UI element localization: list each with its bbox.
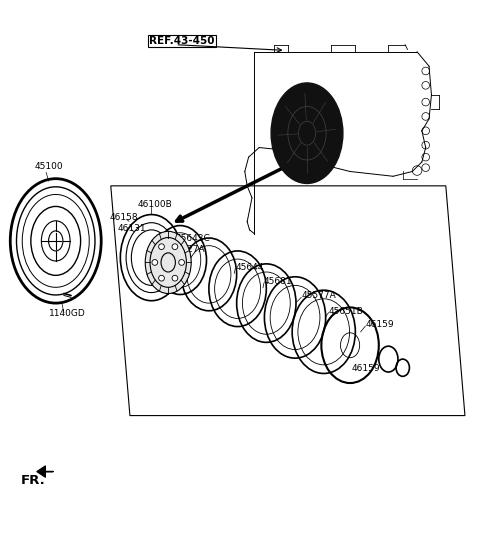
Text: 45527A: 45527A: [170, 244, 205, 254]
Text: 46159: 46159: [365, 320, 394, 329]
Circle shape: [172, 244, 178, 250]
Text: 46131: 46131: [118, 224, 146, 233]
Text: REF.43-450: REF.43-450: [149, 36, 215, 46]
Circle shape: [179, 259, 184, 265]
Circle shape: [158, 275, 164, 281]
Text: 45681: 45681: [264, 277, 292, 286]
Text: 45100: 45100: [34, 163, 63, 171]
Circle shape: [172, 275, 178, 281]
Text: FR.: FR.: [21, 474, 46, 487]
Text: 46158: 46158: [110, 213, 138, 222]
Text: 45577A: 45577A: [301, 292, 336, 300]
Circle shape: [158, 244, 164, 250]
Text: 46159: 46159: [351, 364, 380, 373]
Text: 45651B: 45651B: [328, 307, 363, 316]
Text: 45643C: 45643C: [175, 233, 210, 243]
Text: 1140GD: 1140GD: [48, 309, 85, 318]
FancyArrowPatch shape: [37, 466, 53, 477]
Text: 46100B: 46100B: [137, 201, 172, 209]
Ellipse shape: [271, 83, 343, 183]
Text: 45644: 45644: [235, 263, 264, 271]
Circle shape: [152, 259, 157, 265]
Ellipse shape: [145, 231, 191, 294]
